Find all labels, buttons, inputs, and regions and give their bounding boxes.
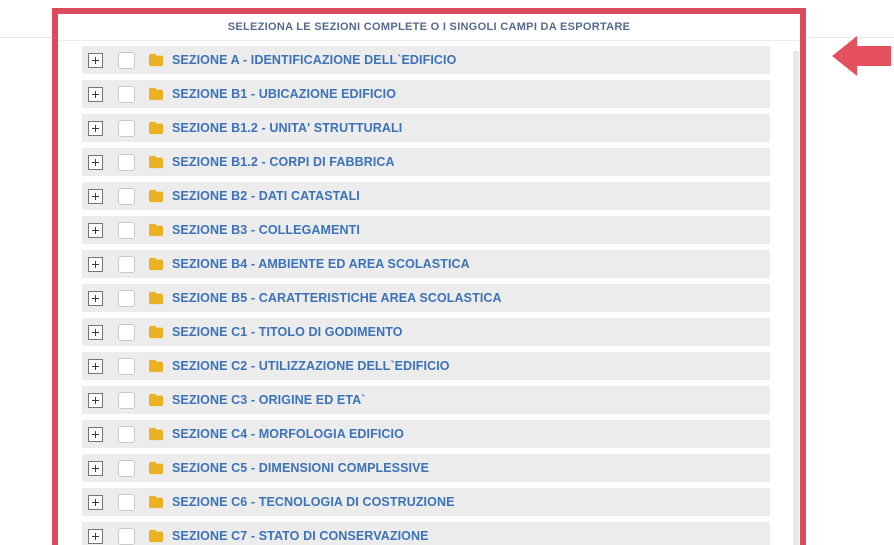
folder-icon	[148, 461, 164, 476]
folder-icon	[148, 155, 164, 170]
section-row: SEZIONE A - IDENTIFICAZIONE DELL`EDIFICI…	[82, 46, 770, 74]
section-label[interactable]: SEZIONE A - IDENTIFICAZIONE DELL`EDIFICI…	[172, 53, 457, 67]
section-label[interactable]: SEZIONE C5 - DIMENSIONI COMPLESSIVE	[172, 461, 430, 475]
section-label[interactable]: SEZIONE B1 - UBICAZIONE EDIFICIO	[172, 87, 397, 101]
left-arrow-icon	[832, 36, 891, 76]
folder-icon	[148, 121, 164, 136]
section-label[interactable]: SEZIONE C4 - MORFOLOGIA EDIFICIO	[172, 427, 404, 441]
section-label[interactable]: SEZIONE B2 - DATI CATASTALI	[172, 189, 360, 203]
plus-expand-icon[interactable]	[88, 426, 103, 442]
plus-expand-icon[interactable]	[88, 188, 103, 204]
section-checkbox[interactable]	[118, 493, 135, 511]
section-label[interactable]: SEZIONE C2 - UTILIZZAZIONE DELL`EDIFICIO	[172, 359, 450, 373]
section-label[interactable]: SEZIONE B1.2 - UNITA' STRUTTURALI	[172, 121, 403, 135]
section-checkbox[interactable]	[118, 357, 135, 375]
section-row: SEZIONE C7 - STATO DI CONSERVAZIONE	[82, 522, 770, 545]
section-row: SEZIONE B5 - CARATTERISTICHE AREA SCOLAS…	[82, 284, 770, 312]
section-label[interactable]: SEZIONE C3 - ORIGINE ED ETA`	[172, 393, 366, 407]
section-checkbox[interactable]	[118, 51, 135, 69]
folder-icon	[148, 427, 164, 442]
section-checkbox[interactable]	[118, 187, 135, 205]
folder-icon	[148, 291, 164, 306]
section-label[interactable]: SEZIONE C7 - STATO DI CONSERVAZIONE	[172, 529, 429, 543]
folder-icon	[148, 223, 164, 238]
section-checkbox[interactable]	[118, 119, 135, 137]
section-label[interactable]: SEZIONE C6 - TECNOLOGIA DI COSTRUZIONE	[172, 495, 455, 509]
section-checkbox[interactable]	[118, 391, 135, 409]
section-row: SEZIONE C6 - TECNOLOGIA DI COSTRUZIONE	[82, 488, 770, 516]
section-checkbox[interactable]	[118, 289, 135, 307]
plus-expand-icon[interactable]	[88, 494, 103, 510]
section-row: SEZIONE B2 - DATI CATASTALI	[82, 182, 770, 210]
plus-expand-icon[interactable]	[88, 86, 103, 102]
sections-tree: SEZIONE A - IDENTIFICAZIONE DELL`EDIFICI…	[82, 46, 770, 545]
folder-icon	[148, 495, 164, 510]
folder-icon	[148, 393, 164, 408]
plus-expand-icon[interactable]	[88, 460, 103, 476]
section-checkbox[interactable]	[118, 255, 135, 273]
plus-expand-icon[interactable]	[88, 120, 103, 136]
section-checkbox[interactable]	[118, 221, 135, 239]
folder-icon	[148, 257, 164, 272]
section-checkbox[interactable]	[118, 459, 135, 477]
section-checkbox[interactable]	[118, 527, 135, 545]
section-row: SEZIONE B1 - UBICAZIONE EDIFICIO	[82, 80, 770, 108]
plus-expand-icon[interactable]	[88, 154, 103, 170]
plus-expand-icon[interactable]	[88, 392, 103, 408]
section-checkbox[interactable]	[118, 425, 135, 443]
section-checkbox[interactable]	[118, 85, 135, 103]
plus-expand-icon[interactable]	[88, 358, 103, 374]
plus-expand-icon[interactable]	[88, 324, 103, 340]
folder-icon	[148, 529, 164, 544]
plus-expand-icon[interactable]	[88, 52, 103, 68]
section-row: SEZIONE B1.2 - UNITA' STRUTTURALI	[82, 114, 770, 142]
section-row: SEZIONE B4 - AMBIENTE ED AREA SCOLASTICA	[82, 250, 770, 278]
section-row: SEZIONE B1.2 - CORPI DI FABBRICA	[82, 148, 770, 176]
folder-icon	[148, 53, 164, 68]
plus-expand-icon[interactable]	[88, 222, 103, 238]
section-row: SEZIONE C5 - DIMENSIONI COMPLESSIVE	[82, 454, 770, 482]
section-label[interactable]: SEZIONE C1 - TITOLO DI GODIMENTO	[172, 325, 403, 339]
folder-icon	[148, 87, 164, 102]
export-sections-panel: SELEZIONA LE SEZIONI COMPLETE O I SINGOL…	[52, 8, 806, 545]
section-row: SEZIONE B3 - COLLEGAMENTI	[82, 216, 770, 244]
section-row: SEZIONE C3 - ORIGINE ED ETA`	[82, 386, 770, 414]
folder-icon	[148, 325, 164, 340]
plus-expand-icon[interactable]	[88, 256, 103, 272]
panel-title: SELEZIONA LE SEZIONI COMPLETE O I SINGOL…	[58, 14, 800, 41]
section-row: SEZIONE C1 - TITOLO DI GODIMENTO	[82, 318, 770, 346]
folder-icon	[148, 189, 164, 204]
section-label[interactable]: SEZIONE B3 - COLLEGAMENTI	[172, 223, 360, 237]
section-row: SEZIONE C4 - MORFOLOGIA EDIFICIO	[82, 420, 770, 448]
plus-expand-icon[interactable]	[88, 528, 103, 544]
section-checkbox[interactable]	[118, 323, 135, 341]
folder-icon	[148, 359, 164, 374]
scrollbar-track[interactable]	[793, 51, 799, 545]
section-label[interactable]: SEZIONE B1.2 - CORPI DI FABBRICA	[172, 155, 395, 169]
plus-expand-icon[interactable]	[88, 290, 103, 306]
section-row: SEZIONE C2 - UTILIZZAZIONE DELL`EDIFICIO	[82, 352, 770, 380]
section-label[interactable]: SEZIONE B5 - CARATTERISTICHE AREA SCOLAS…	[172, 291, 502, 305]
section-label[interactable]: SEZIONE B4 - AMBIENTE ED AREA SCOLASTICA	[172, 257, 470, 271]
section-checkbox[interactable]	[118, 153, 135, 171]
